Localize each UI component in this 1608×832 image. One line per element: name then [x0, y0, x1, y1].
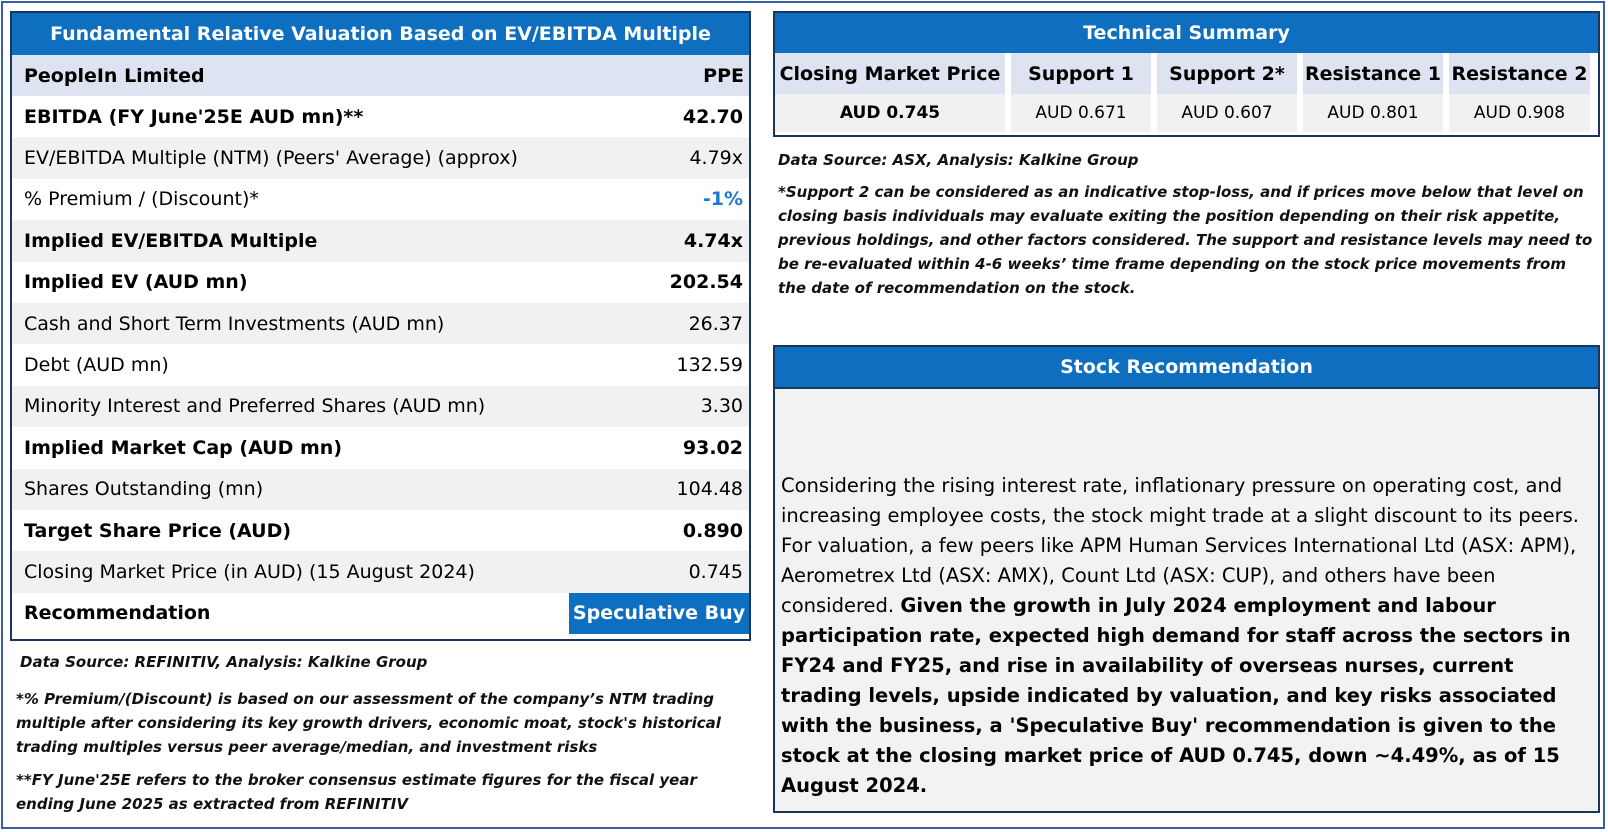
val-support-2: AUD 0.607 — [1157, 94, 1297, 132]
company-name: PeopleIn Limited — [24, 64, 205, 87]
col-support-1: Support 1 — [1011, 53, 1151, 94]
row-label: Cash and Short Term Investments (AUD mn) — [24, 312, 445, 335]
row-value: 4.74x — [683, 229, 743, 252]
row-label: Debt (AUD mn) — [24, 354, 169, 377]
col-resistance-1: Resistance 1 — [1303, 53, 1443, 94]
left-data-source: Data Source: REFINITIV, Analysis: Kalkin… — [20, 653, 428, 671]
left-footnote-premium: *% Premium/(Discount) is based on our as… — [16, 690, 721, 756]
valuation-table: Fundamental Relative Valuation Based on … — [10, 11, 751, 641]
val-closing-price: AUD 0.745 — [775, 94, 1005, 132]
table-row: Target Share Price (AUD) 0.890 — [12, 510, 749, 551]
company-ticker: PPE — [703, 64, 744, 87]
row-value: 0.890 — [682, 519, 743, 542]
table-row: Implied Market Cap (AUD mn) 93.02 — [12, 427, 749, 468]
row-label: Implied Market Cap (AUD mn) — [24, 436, 343, 459]
row-value: 4.79x — [689, 147, 743, 170]
technical-summary-table: Technical Summary Closing Market Price S… — [773, 11, 1600, 137]
val-resistance-1: AUD 0.801 — [1303, 94, 1443, 132]
row-label: Target Share Price (AUD) — [24, 519, 292, 542]
row-value: 42.70 — [682, 105, 743, 128]
company-header-row: PeopleIn Limited PPE — [12, 55, 749, 96]
row-label: % Premium / (Discount)* — [24, 188, 259, 211]
col-support-2: Support 2* — [1157, 53, 1297, 94]
technical-value-row: AUD 0.745 AUD 0.671 AUD 0.607 AUD 0.801 … — [775, 94, 1598, 132]
row-value: 104.48 — [676, 478, 743, 501]
table-row: EBITDA (FY June'25E AUD mn)** 42.70 — [12, 96, 749, 137]
col-resistance-2: Resistance 2 — [1449, 53, 1590, 94]
table-row: Closing Market Price (in AUD) (15 August… — [12, 551, 749, 593]
left-footnote-fy: **FY June'25E refers to the broker conse… — [16, 771, 697, 813]
row-value: 26.37 — [688, 312, 743, 335]
recommendation-para-normal: Considering the rising interest rate, in… — [781, 474, 1579, 617]
row-value: 202.54 — [669, 271, 743, 294]
table-row: Debt (AUD mn) 132.59 — [12, 344, 749, 385]
row-label: Shares Outstanding (mn) — [24, 478, 264, 501]
row-label: EV/EBITDA Multiple (NTM) (Peers' Average… — [24, 147, 518, 170]
valuation-table-title: Fundamental Relative Valuation Based on … — [12, 13, 749, 55]
recommendation-para-bold: Given the growth in July 2024 employment… — [781, 594, 1571, 797]
row-value: 132.59 — [676, 354, 743, 377]
technical-summary-title: Technical Summary — [775, 13, 1598, 53]
table-row: Minority Interest and Preferred Shares (… — [12, 385, 749, 428]
row-label: EBITDA (FY June'25E AUD mn)** — [24, 105, 364, 128]
table-row: % Premium / (Discount)* -1% — [12, 179, 749, 220]
col-closing-price: Closing Market Price — [775, 53, 1005, 94]
row-value: 3.30 — [700, 395, 743, 418]
technical-header-row: Closing Market Price Support 1 Support 2… — [775, 53, 1598, 94]
row-label: Implied EV (AUD mn) — [24, 271, 248, 294]
row-value: 93.02 — [682, 436, 743, 459]
row-value: 0.745 — [688, 560, 743, 583]
stock-recommendation-box: Stock Recommendation Considering the ris… — [773, 345, 1600, 813]
row-label: Closing Market Price (in AUD) (15 August… — [24, 560, 475, 583]
table-row: Shares Outstanding (mn) 104.48 — [12, 468, 749, 510]
row-value: -1% — [702, 188, 743, 211]
table-row: EV/EBITDA Multiple (NTM) (Peers' Average… — [12, 137, 749, 179]
recommendation-badge: Speculative Buy — [569, 592, 749, 635]
tech-data-source: Data Source: ASX, Analysis: Kalkine Grou… — [778, 151, 1139, 169]
row-label: Minority Interest and Preferred Shares (… — [24, 395, 486, 418]
table-row: Cash and Short Term Investments (AUD mn)… — [12, 302, 749, 345]
recommendation-text: Considering the rising interest rate, in… — [781, 471, 1594, 801]
table-row: Implied EV (AUD mn) 202.54 — [12, 262, 749, 303]
tech-footnote: *Support 2 can be considered as an indic… — [778, 183, 1593, 297]
val-support-1: AUD 0.671 — [1011, 94, 1151, 132]
stock-recommendation-title: Stock Recommendation — [775, 347, 1598, 389]
table-row: Implied EV/EBITDA Multiple 4.74x — [12, 220, 749, 262]
recommendation-row: Recommendation Speculative Buy — [12, 592, 749, 635]
recommendation-label: Recommendation — [24, 602, 211, 625]
val-resistance-2: AUD 0.908 — [1449, 94, 1590, 132]
row-label: Implied EV/EBITDA Multiple — [24, 229, 318, 252]
